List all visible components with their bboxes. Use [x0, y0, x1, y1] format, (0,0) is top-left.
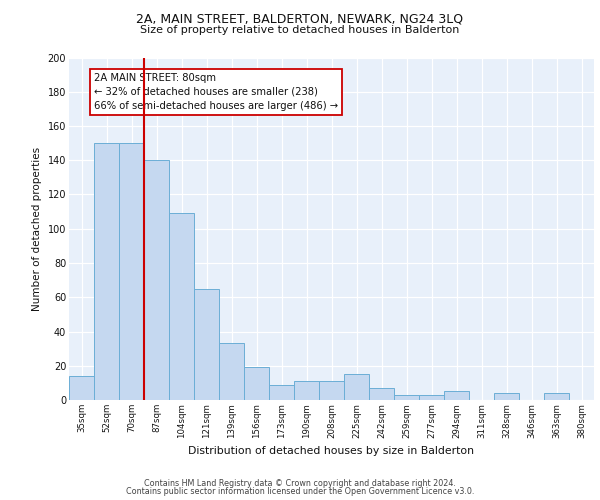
Bar — [169, 214, 194, 400]
Bar — [319, 381, 344, 400]
X-axis label: Distribution of detached houses by size in Balderton: Distribution of detached houses by size … — [188, 446, 475, 456]
Bar — [344, 374, 369, 400]
Text: 2A, MAIN STREET, BALDERTON, NEWARK, NG24 3LQ: 2A, MAIN STREET, BALDERTON, NEWARK, NG24… — [136, 12, 464, 26]
Bar — [369, 388, 394, 400]
Text: Size of property relative to detached houses in Balderton: Size of property relative to detached ho… — [140, 25, 460, 35]
Bar — [294, 381, 319, 400]
Bar — [194, 288, 219, 400]
Bar — [544, 393, 569, 400]
Bar — [269, 384, 294, 400]
Text: Contains HM Land Registry data © Crown copyright and database right 2024.: Contains HM Land Registry data © Crown c… — [144, 478, 456, 488]
Bar — [69, 376, 94, 400]
Bar — [244, 368, 269, 400]
Bar — [444, 392, 469, 400]
Y-axis label: Number of detached properties: Number of detached properties — [32, 146, 42, 311]
Bar — [119, 143, 144, 400]
Bar — [419, 395, 444, 400]
Bar — [219, 344, 244, 400]
Text: Contains public sector information licensed under the Open Government Licence v3: Contains public sector information licen… — [126, 487, 474, 496]
Bar — [144, 160, 169, 400]
Bar — [494, 393, 519, 400]
Bar — [394, 395, 419, 400]
Bar — [94, 143, 119, 400]
Text: 2A MAIN STREET: 80sqm
← 32% of detached houses are smaller (238)
66% of semi-det: 2A MAIN STREET: 80sqm ← 32% of detached … — [94, 73, 338, 111]
